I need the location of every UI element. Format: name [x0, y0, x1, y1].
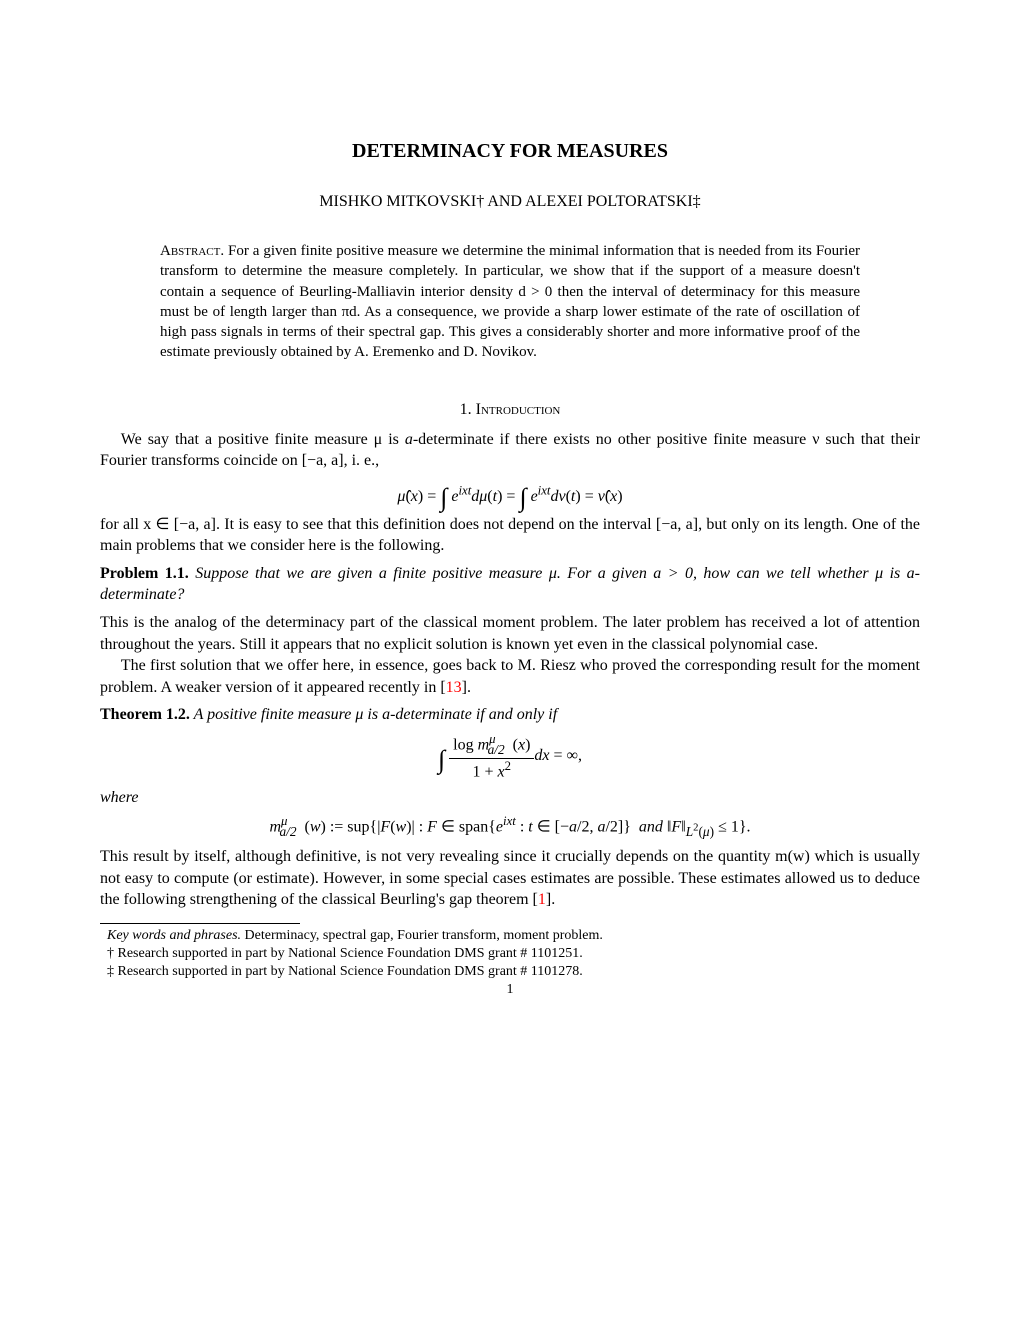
intro1a: We say that a positive finite measure μ …: [121, 431, 405, 448]
footnote-keywords-text: Determinacy, spectral gap, Fourier trans…: [241, 928, 603, 943]
theorem-label: Theorem 1.2.: [100, 706, 190, 723]
footnote-keywords-label: Key words and phrases.: [107, 928, 241, 943]
intro1b: a: [405, 431, 413, 448]
theorem-body: A positive finite measure μ is a-determi…: [190, 706, 557, 723]
theorem-block: Theorem 1.2. A positive finite measure μ…: [100, 704, 920, 726]
paper-authors: MISHKO MITKOVSKI† AND ALEXEI POLTORATSKI…: [100, 193, 920, 211]
m-definition: mμa/2(w) := sup{|F(w)| : F ∈ span{eixt :…: [100, 814, 920, 840]
intro-paragraph-2: for all x ∈ [−a, a]. It is easy to see t…: [100, 514, 920, 557]
final-b: ].: [546, 891, 555, 908]
final-a: This result by itself, although definiti…: [100, 848, 920, 908]
abstract-block: Abstract. For a given finite positive me…: [160, 241, 860, 363]
footnote-keywords: Key words and phrases. Determinacy, spec…: [100, 928, 920, 944]
section-heading-text: 1. Introduction: [460, 401, 561, 418]
problem-body: Suppose that we are given a finite posit…: [100, 565, 920, 604]
equation-1: μ̂(x) = ∫ eixtdμ(t) = ∫ eixtdν(t) = ν̂(x…: [100, 478, 920, 508]
ref-1[interactable]: 1: [538, 891, 546, 908]
footnote-dagger: † Research supported in part by National…: [100, 946, 920, 962]
problem-label: Problem 1.1.: [100, 565, 189, 582]
abstract-text: For a given finite positive measure we d…: [160, 243, 860, 360]
para-after-problem: This is the analog of the determinacy pa…: [100, 612, 920, 655]
footnote-separator: [100, 923, 300, 924]
intro-paragraph-1: We say that a positive finite measure μ …: [100, 429, 920, 472]
riesz-b: ].: [462, 679, 471, 696]
page-number: 1: [100, 982, 920, 998]
page: DETERMINACY FOR MEASURES MISHKO MITKOVSK…: [0, 0, 1020, 1320]
final-paragraph: This result by itself, although definiti…: [100, 846, 920, 911]
problem-block: Problem 1.1. Suppose that we are given a…: [100, 563, 920, 606]
riesz-a: The first solution that we offer here, i…: [100, 657, 920, 696]
where-label: where: [100, 787, 920, 809]
ref-13[interactable]: 13: [446, 679, 462, 696]
footnote-ddagger: ‡ Research supported in part by National…: [100, 964, 920, 980]
section-heading: 1. Introduction: [100, 401, 920, 419]
paper-title: DETERMINACY FOR MEASURES: [100, 140, 920, 163]
para-riesz: The first solution that we offer here, i…: [100, 655, 920, 698]
equation-2: ∫ log mμa/2(x) 1 + x2 dx = ∞,: [100, 732, 920, 781]
abstract-label: Abstract.: [160, 243, 224, 259]
